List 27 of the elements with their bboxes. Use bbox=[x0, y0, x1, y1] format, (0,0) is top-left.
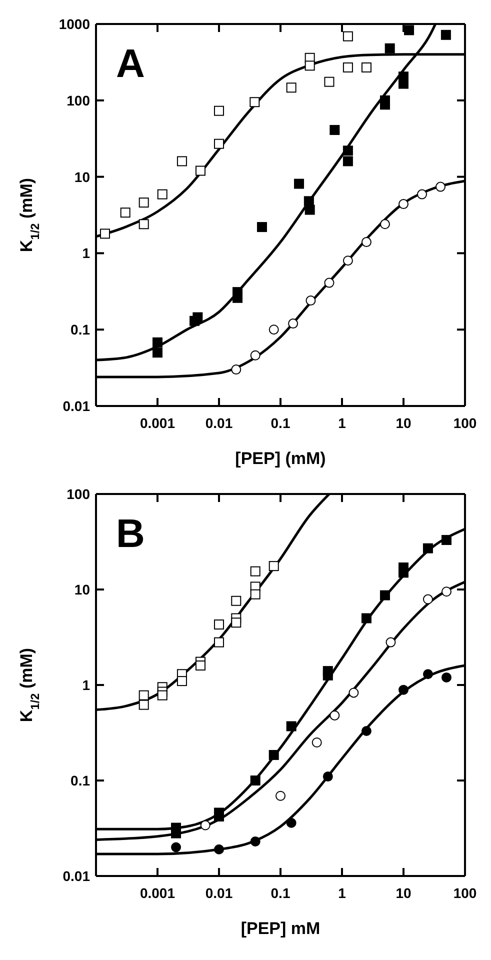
y-tick-label: 100 bbox=[66, 92, 90, 108]
x-axis-title: [PEP] mM bbox=[240, 919, 320, 938]
x-tick-label: 0.001 bbox=[140, 884, 176, 901]
y-tick-label: 1 bbox=[82, 676, 90, 693]
y-tick-label: 0.1 bbox=[70, 772, 90, 788]
y-tick-label: 0.01 bbox=[62, 868, 90, 884]
y-tick-label: 10 bbox=[74, 581, 90, 598]
x-tick-label: 10 bbox=[396, 414, 412, 431]
y-tick-label: 1 bbox=[82, 245, 90, 262]
y-tick-label: 0.1 bbox=[70, 322, 90, 338]
x-axis-title: [PEP] (mM) bbox=[235, 449, 326, 468]
annotation: A bbox=[116, 42, 145, 86]
annotation: B bbox=[116, 512, 145, 556]
x-tick-label: 100 bbox=[453, 414, 477, 431]
y-tick-label: 10 bbox=[74, 168, 90, 185]
x-tick-label: 0.01 bbox=[205, 884, 233, 901]
x-tick-label: 1 bbox=[338, 884, 346, 901]
y-tick-label: 100 bbox=[66, 486, 90, 502]
x-tick-label: 0.1 bbox=[270, 884, 290, 901]
x-tick-label: 1 bbox=[338, 414, 346, 431]
y-tick-label: 0.01 bbox=[62, 398, 90, 414]
x-tick-label: 0.1 bbox=[270, 414, 290, 431]
y-tick-label: 1000 bbox=[58, 16, 90, 32]
x-tick-label: 10 bbox=[396, 884, 412, 901]
x-tick-label: 0.001 bbox=[140, 414, 176, 431]
x-tick-label: 0.01 bbox=[205, 414, 233, 431]
x-tick-label: 100 bbox=[453, 884, 477, 901]
